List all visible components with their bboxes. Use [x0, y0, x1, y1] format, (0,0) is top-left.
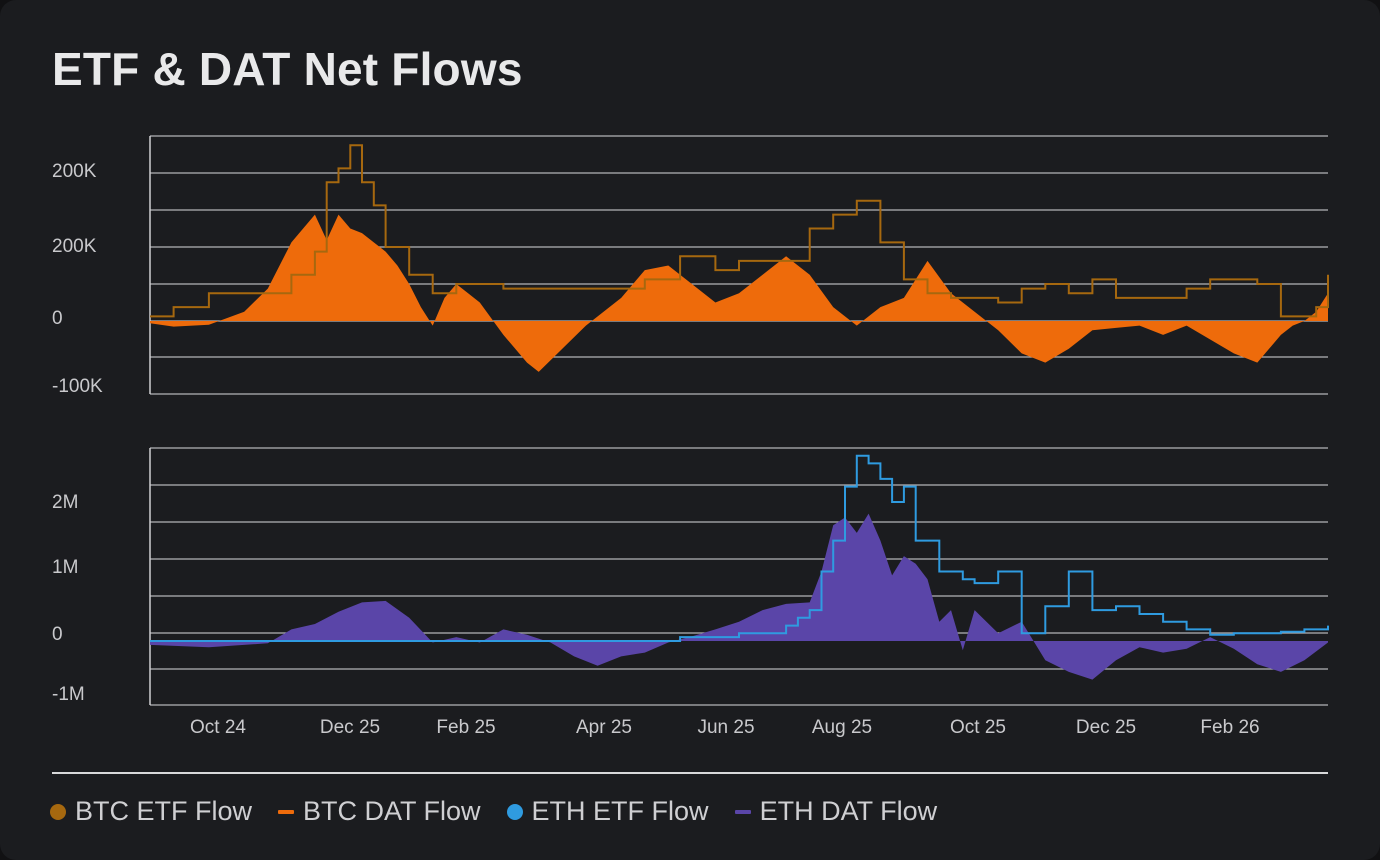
x-tick-label: Feb 26 — [1200, 717, 1259, 738]
legend-label: ETH ETF Flow — [531, 796, 709, 826]
btc-etf-flow-line — [150, 144, 1329, 318]
btc-etf-dot-icon — [50, 803, 66, 820]
btc-dat-dash-icon — [278, 809, 295, 814]
legend-label: ETH DAT Flow — [759, 796, 938, 826]
eth-y-tick-label: 0 — [52, 624, 63, 645]
legend-item-eth-etf[interactable]: ETH ETF Flow — [506, 796, 709, 827]
btc-panel-series — [150, 144, 1329, 372]
eth-panel-series — [150, 454, 1329, 680]
x-tick-label: Dec 25 — [1076, 717, 1136, 738]
legend-divider — [52, 772, 1328, 774]
x-axis-ticks: Oct 24 Dec 25 Feb 25 Apr 25 Jun 25 Aug 25 Oct … — [190, 717, 1260, 738]
btc-y-tick-label: -100K — [52, 376, 103, 397]
x-tick-label: Oct 24 — [190, 717, 246, 738]
eth-panel-grid: 2M 1M 0 -1M — [52, 447, 1328, 706]
eth-y-tick-label: 2M — [52, 492, 78, 513]
legend-item-btc-dat[interactable]: BTC DAT Flow — [278, 796, 481, 827]
legend-label: BTC DAT Flow — [303, 796, 481, 826]
legend-label: BTC ETF Flow — [75, 796, 253, 826]
x-tick-label: Feb 25 — [436, 717, 495, 738]
btc-y-tick-label: 0 — [52, 308, 63, 329]
legend-item-btc-etf[interactable]: BTC ETF Flow — [50, 796, 252, 827]
x-tick-label: Dec 25 — [320, 717, 380, 738]
x-tick-label: Aug 25 — [812, 717, 872, 738]
btc-dat-flow-area — [150, 214, 1328, 372]
eth-etf-flow-line — [150, 454, 1329, 642]
legend: BTC ETF Flow BTC DAT Flow ETH ETF Flow E… — [50, 796, 963, 827]
btc-y-tick-label: 200K — [52, 236, 97, 257]
x-tick-label: Jun 25 — [697, 717, 754, 738]
btc-y-tick-label: 200K — [52, 161, 97, 182]
eth-dat-dash-icon — [734, 809, 751, 814]
x-tick-label: Oct 25 — [950, 717, 1006, 738]
flows-chart: 200K 200K 0 -100K 2M 1M 0 -1M Oct 24 Dec 25 Feb … — [52, 135, 1329, 738]
x-tick-label: Apr 25 — [576, 717, 632, 738]
eth-y-tick-label: -1M — [52, 684, 85, 705]
eth-etf-dot-icon — [506, 803, 523, 820]
btc-panel-grid: 200K 200K 0 -100K — [52, 135, 1328, 397]
eth-y-tick-label: 1M — [52, 557, 78, 578]
chart-title: ETF & DAT Net Flows — [52, 43, 523, 95]
legend-item-eth-dat[interactable]: ETH DAT Flow — [734, 796, 938, 827]
